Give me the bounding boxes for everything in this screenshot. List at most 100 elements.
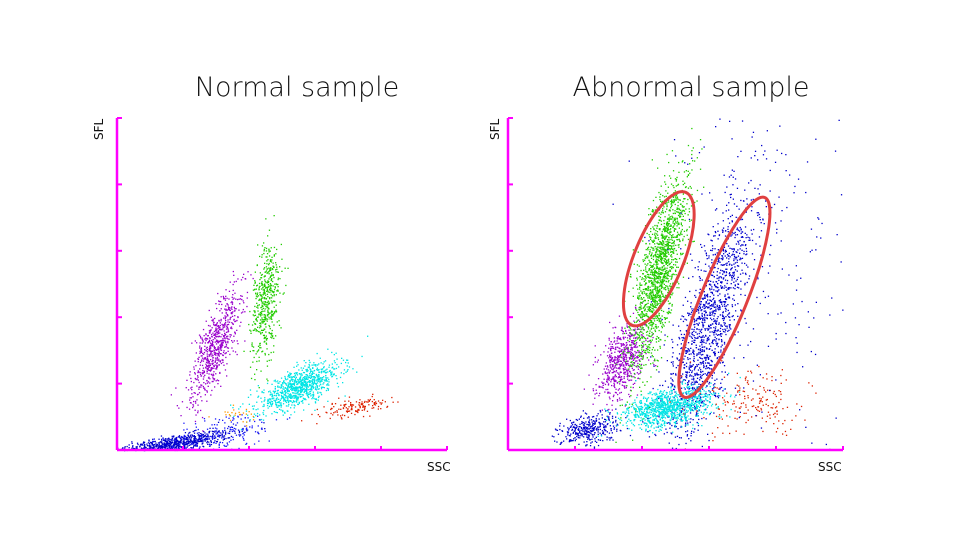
- scatter-point: [603, 368, 605, 370]
- scatter-point: [268, 332, 270, 334]
- scatter-point: [301, 379, 303, 381]
- scatter-point: [221, 435, 223, 437]
- scatter-point: [313, 382, 315, 384]
- scatter-point: [672, 201, 674, 203]
- scatter-point: [690, 219, 693, 221]
- scatter-point: [654, 270, 656, 273]
- scatter-point: [659, 216, 662, 219]
- scatter-point: [306, 393, 308, 395]
- scatter-point: [227, 319, 229, 321]
- scatter-point: [274, 388, 276, 390]
- scatter-point: [638, 319, 640, 321]
- scatter-point: [218, 443, 220, 445]
- scatter-point: [252, 350, 254, 352]
- scatter-point: [651, 252, 653, 254]
- scatter-point: [682, 200, 684, 203]
- scatter-point: [678, 233, 680, 236]
- scatter-point: [238, 408, 240, 410]
- scatter-point: [209, 354, 211, 356]
- scatter-point: [204, 439, 206, 441]
- scatter-point: [589, 423, 591, 425]
- scatter-point: [289, 397, 292, 399]
- scatter-point: [238, 298, 240, 300]
- scatter-point: [676, 239, 678, 241]
- scatter-point: [298, 394, 301, 396]
- scatter-point: [614, 379, 616, 381]
- scatter-point: [631, 367, 633, 369]
- scatter-point: [198, 356, 200, 358]
- scatter-point: [256, 320, 258, 322]
- scatter-point: [586, 423, 588, 426]
- scatter-point: [216, 333, 218, 336]
- scatter-point: [201, 342, 203, 344]
- scatter-point: [262, 297, 264, 299]
- scatter-point: [313, 381, 316, 383]
- scatter-point: [268, 301, 270, 303]
- scatter-point: [219, 300, 221, 303]
- scatter-point: [633, 376, 635, 378]
- scatter-point: [268, 248, 270, 250]
- scatter-point: [206, 440, 209, 443]
- scatter-point: [258, 360, 260, 362]
- scatter-point: [651, 281, 653, 283]
- scatter-point: [183, 435, 185, 438]
- scatter-point: [631, 335, 633, 337]
- scatter-point: [265, 270, 268, 272]
- scatter-point: [608, 419, 610, 421]
- scatter-point: [296, 372, 298, 374]
- scatter-point: [234, 315, 236, 317]
- scatter-point: [254, 431, 257, 433]
- scatter-point: [604, 391, 606, 393]
- scatter-point: [270, 315, 272, 318]
- scatter-point: [287, 399, 289, 402]
- scatter-point: [281, 390, 283, 392]
- scatter-point: [616, 361, 618, 363]
- scatter-point: [640, 334, 642, 336]
- scatter-point: [246, 430, 248, 432]
- scatter-point: [617, 393, 619, 396]
- scatter-point: [587, 437, 589, 439]
- scatter-point: [348, 406, 350, 408]
- scatter-point: [208, 348, 211, 350]
- scatter-point: [588, 431, 590, 433]
- scatter-point: [652, 199, 655, 202]
- scatter-point: [670, 238, 672, 241]
- scatter-point: [318, 373, 320, 376]
- scatter-point: [225, 328, 228, 330]
- scatter-point: [615, 363, 617, 365]
- scatter-point: [572, 431, 575, 434]
- scatter-point: [257, 415, 259, 417]
- scatter-point: [638, 297, 640, 299]
- scatter-point: [621, 352, 623, 355]
- scatter-point: [270, 403, 272, 405]
- scatter-point: [666, 235, 668, 237]
- scatter-point: [613, 332, 615, 334]
- scatter-point: [622, 344, 625, 346]
- scatter-point: [639, 315, 641, 317]
- scatter-point: [179, 440, 181, 442]
- scatter-point: [573, 426, 575, 428]
- scatter-point: [611, 366, 614, 368]
- scatter-point: [264, 275, 266, 277]
- scatter-point: [651, 285, 653, 287]
- scatter-point: [653, 239, 655, 241]
- scatter-point: [222, 351, 225, 354]
- scatter-point: [585, 433, 587, 435]
- scatter-point: [336, 411, 338, 413]
- scatter-point: [337, 386, 340, 388]
- scatter-point: [214, 436, 216, 438]
- scatter-point: [208, 369, 211, 371]
- scatter-point: [250, 377, 253, 380]
- scatter-point: [264, 314, 266, 316]
- scatter-point: [260, 299, 262, 302]
- scatter-point: [659, 345, 661, 348]
- scatter-point: [242, 412, 245, 414]
- scatter-point: [606, 378, 608, 380]
- scatter-point: [265, 266, 268, 268]
- scatter-point: [639, 328, 641, 330]
- scatter-point: [678, 212, 681, 215]
- scatter-point: [667, 241, 669, 244]
- scatter-point: [307, 370, 309, 372]
- scatter-point: [660, 299, 662, 301]
- scatter-point: [273, 394, 276, 397]
